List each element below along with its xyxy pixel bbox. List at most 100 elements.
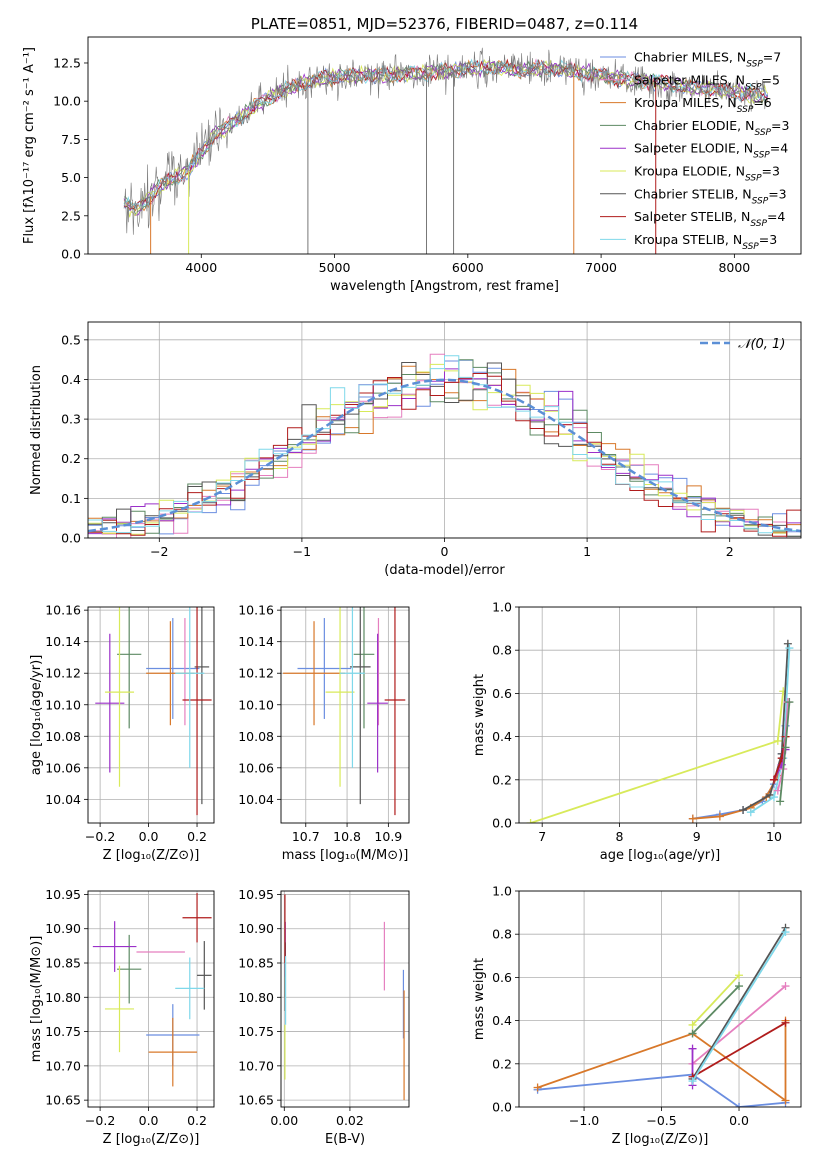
axes-age-vs-mass: 10.7 10.8 10.9 10.04 10.06 10.08 10.10 10.12 10.… [238, 603, 410, 863]
y-tick-label: 0.8 [492, 643, 512, 658]
errorbar-point [367, 633, 388, 773]
plot-area [281, 607, 409, 823]
axes-mass-vs-EBV: 0.00 0.02 10.65 10.70 10.75 10.80 10.85 10.90 10… [238, 887, 410, 1147]
series-marker [773, 736, 782, 745]
series-marker [739, 806, 748, 815]
errorbar-point [104, 965, 135, 1053]
errorbar-point [92, 921, 137, 972]
plot-area [123, 47, 769, 254]
x-tick-label: 0.02 [336, 1113, 364, 1128]
errorbar-point [182, 893, 212, 943]
x-tick-label: −1.0 [569, 1113, 599, 1128]
y-tick-label: 10.14 [45, 634, 81, 649]
y-tick-label: 0.4 [492, 729, 512, 744]
legend-label: Chabrier MILES, NSSP=7 [634, 50, 781, 70]
y-tick-label: 0.8 [492, 927, 512, 942]
series-marker [746, 808, 755, 817]
x-tick-label: −1 [293, 544, 311, 559]
axes-mass-weight-vs-Z: −1.0 −0.5 0.0 0.0 0.2 0.4 0.6 0.8 1.0 Z [log₁₀(Z/… [472, 884, 802, 1147]
y-tick-label: 10.95 [45, 887, 81, 902]
y-tick-label: 10.08 [45, 729, 81, 744]
y-tick-label: 10.08 [238, 729, 274, 744]
errorbar-point [175, 957, 205, 1020]
x-tick-label: 0.2 [187, 829, 207, 844]
y-tick-label: 0.4 [61, 372, 81, 387]
x-axis-label: E(B-V) [325, 1132, 365, 1147]
series-marker [688, 1077, 697, 1086]
x-axis-label: Z [log₁₀(Z/Z⊙)] [612, 1132, 709, 1147]
y-tick-label: 2.5 [61, 208, 81, 223]
axes-frame [518, 890, 802, 1108]
series-marker [735, 1103, 744, 1107]
legend-label: Salpeter ELODIE, NSSP=4 [634, 141, 788, 161]
series-marker [781, 743, 790, 752]
axes-mass-weight-vs-age: 7 8 9 10 0.0 0.2 0.4 0.6 0.8 1.0 age [log₁₀(age/yr… [472, 600, 802, 863]
x-tick-label: 4000 [185, 260, 217, 275]
y-tick-label: 10.75 [238, 1024, 274, 1039]
series-marker [776, 797, 785, 806]
legend-label: Chabrier STELIB, NSSP=3 [634, 186, 787, 206]
x-tick-label: −0.5 [646, 1113, 676, 1128]
series-line [691, 927, 787, 1080]
y-tick-label: 10.85 [238, 956, 274, 971]
y-tick-label: 0.5 [61, 332, 81, 347]
y-tick-label: 10.75 [45, 1024, 81, 1039]
x-tick-label: 8 [615, 829, 623, 844]
series-marker [781, 982, 790, 991]
y-tick-label: 1.0 [492, 884, 512, 899]
y-tick-label: 10.16 [45, 603, 81, 618]
errorbar-point [117, 934, 142, 1004]
series-line [750, 647, 791, 813]
y-tick-label: 12.5 [53, 55, 81, 70]
series-marker [781, 1018, 790, 1027]
axes-residuals: −2 −1 0 1 2 0.0 0.1 0.2 0.3 0.4 0.5 (data-model)/er… [29, 321, 802, 578]
series-marker [688, 1029, 697, 1038]
series-line [691, 985, 740, 1035]
y-tick-label: 0.4 [492, 1013, 512, 1028]
errorbar-point [197, 941, 212, 1010]
series-line [691, 974, 740, 1026]
series-marker [783, 639, 792, 648]
gaussian-curve [88, 378, 801, 533]
observed-spectrum-line [123, 47, 768, 235]
legend-label: Salpeter MILES, NSSP=5 [634, 72, 780, 92]
y-tick-label: 10.80 [238, 990, 274, 1005]
y-tick-label: 1.0 [492, 600, 512, 615]
plot-area [519, 607, 801, 823]
y-tick-label: 7.5 [61, 132, 81, 147]
y-tick-label: 10.04 [238, 792, 274, 807]
y-tick-label: 0.0 [61, 247, 81, 262]
y-axis-label: Normed distribution [29, 365, 44, 495]
y-tick-label: 10.12 [238, 666, 274, 681]
legend-label: Chabrier ELODIE, NSSP=3 [634, 118, 789, 138]
y-tick-label: 0.6 [492, 970, 512, 985]
series-marker [785, 644, 794, 653]
x-tick-label: 9 [693, 829, 701, 844]
series-marker [688, 1020, 697, 1029]
axes-frame [87, 321, 802, 539]
y-tick-label: 10.80 [45, 990, 81, 1005]
y-tick-label: 10.95 [238, 887, 274, 902]
y-tick-label: 10.06 [238, 760, 274, 775]
y-tick-label: 10.90 [238, 921, 274, 936]
x-tick-label: 7000 [585, 260, 617, 275]
legend-label: Salpeter STELIB, NSSP=4 [634, 209, 785, 229]
errorbar-point [349, 607, 371, 805]
axes-frame [87, 890, 215, 1108]
x-axis-label: mass [log₁₀(M/M⊙)] [282, 848, 409, 863]
series-marker [735, 982, 744, 991]
series-marker [688, 1044, 697, 1053]
axes-spectrum: 4000 5000 6000 7000 8000 0.0 2.5 5.0 7.5 10.0 12.5… [22, 15, 802, 294]
series-marker [688, 814, 697, 823]
legend-label: Kroupa ELODIE, NSSP=3 [634, 164, 780, 184]
errorbar-point [117, 607, 142, 729]
y-tick-label: 10.06 [45, 760, 81, 775]
histogram-step [88, 373, 801, 537]
series-marker [769, 775, 778, 784]
x-tick-label: 0.00 [270, 1113, 298, 1128]
errorbar-point [148, 1017, 198, 1087]
y-axis-label: age [log₁₀(age/yr)] [29, 655, 44, 776]
y-tick-label: 0.1 [61, 491, 81, 506]
x-tick-label: 1 [583, 544, 591, 559]
